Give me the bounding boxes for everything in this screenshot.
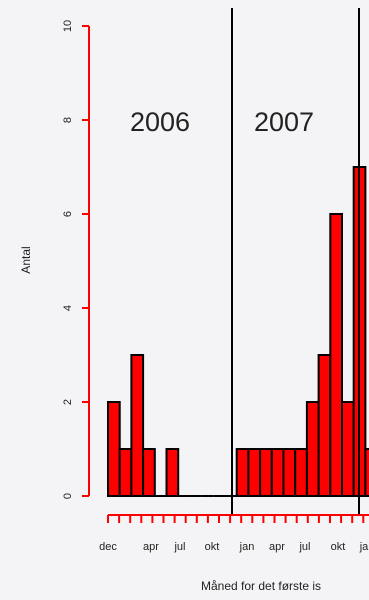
x-tick-label: apr (143, 541, 159, 553)
bar (341, 401, 355, 497)
bar (329, 213, 343, 497)
y-tick-label: 10 (62, 20, 74, 32)
bar (130, 354, 145, 497)
bar (118, 448, 133, 497)
bar (142, 448, 156, 497)
x-tick-label: okt (331, 541, 346, 553)
y-axis-label: Antal (19, 246, 33, 273)
bar (294, 448, 308, 497)
x-tick-label: jul (298, 541, 310, 553)
x-tick-label: jul (173, 541, 185, 553)
x-axis-label: Måned for det første is (201, 579, 321, 593)
x-axis: dec apr jul okt jan apr jul okt ja (99, 514, 369, 553)
bar (282, 448, 297, 497)
year-label-2006: 2006 (130, 107, 190, 137)
y-tick-label: 6 (62, 211, 74, 217)
y-tick-label: 0 (62, 493, 74, 499)
bars-group (107, 166, 369, 497)
bar (165, 448, 180, 497)
x-tick-label: ja (359, 541, 369, 553)
y-tick-label: 2 (62, 399, 74, 405)
y-tick-label: 4 (62, 305, 74, 311)
bar (247, 448, 262, 497)
y-tick-label: 8 (62, 117, 74, 123)
bar (235, 448, 250, 497)
x-tick-label: okt (205, 541, 220, 553)
y-axis: 0 2 4 6 8 10 (62, 20, 90, 499)
bar (259, 448, 273, 497)
year-label-2007: 2007 (254, 107, 314, 137)
x-tick-label: jan (239, 541, 255, 553)
x-tick-label: apr (269, 541, 285, 553)
x-tick-label: dec (99, 541, 117, 553)
bar (270, 448, 285, 497)
bar (364, 448, 369, 497)
bar (107, 401, 121, 497)
bar (317, 354, 332, 497)
bar (305, 401, 320, 497)
